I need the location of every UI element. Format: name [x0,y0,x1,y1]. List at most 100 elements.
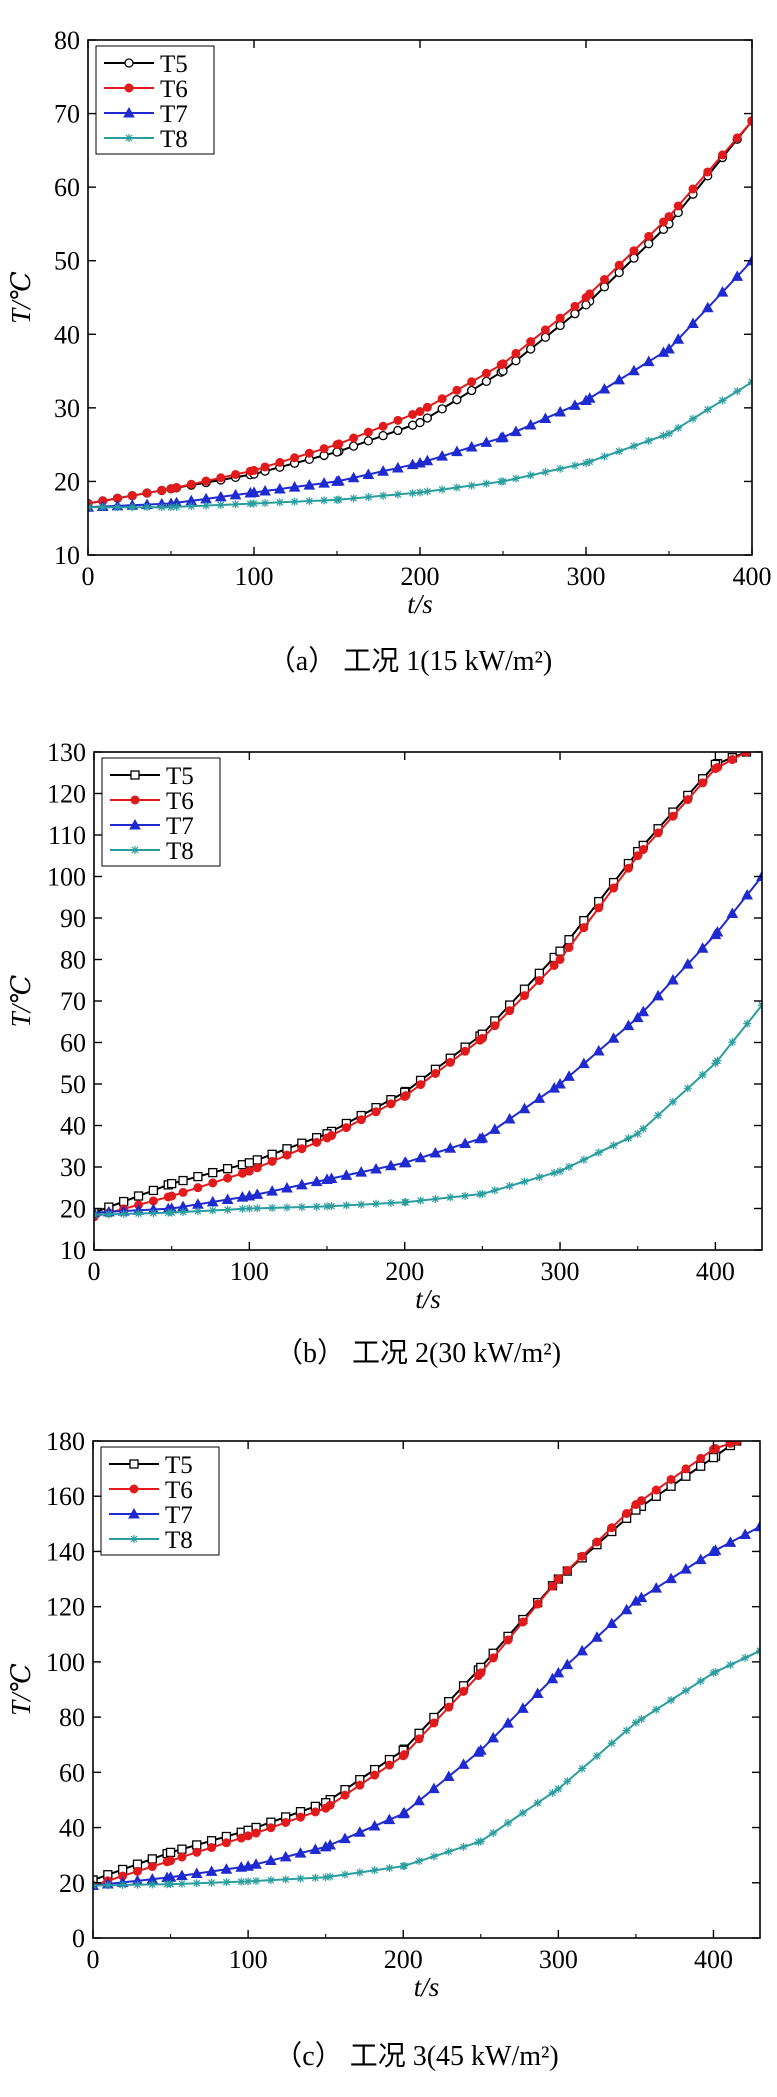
point-t6 [703,167,713,177]
data-point-t7 [754,1520,760,1532]
point-t8 [489,1828,498,1837]
point-t6 [727,755,737,765]
point-t7 [451,445,463,457]
point-t6 [429,1718,439,1728]
data-point-t7 [414,457,426,468]
point-t6 [505,1006,515,1016]
data-point-t7 [474,1744,487,1755]
point-t8 [423,487,432,496]
point-t8 [104,1210,113,1219]
chart-caption: （b） 工况 2(30 kW/m²) [275,1337,561,1369]
data-point-t8 [400,1198,409,1207]
point-t6 [644,231,654,241]
point-t6 [658,217,668,227]
point-t8 [266,1876,275,1885]
point-t7 [309,1843,322,1854]
point-t8 [385,1864,394,1873]
point-t6 [460,1046,470,1056]
point-t6 [414,1734,424,1744]
x-tick-label: 0 [88,1257,101,1286]
point-t8 [415,1857,424,1866]
data-point-t7 [476,1131,489,1143]
point-t8 [674,423,683,432]
point-t5 [526,344,536,354]
data-point-t6 [581,293,591,302]
point-t8 [202,501,211,510]
point-t5 [119,1196,129,1207]
point-t5 [696,1461,706,1471]
point-t6 [275,457,285,467]
point-t8 [511,474,520,483]
point-t5 [570,309,580,319]
point-t7 [266,1185,278,1196]
point-t5 [466,385,477,396]
point-t5 [177,1844,187,1854]
point-t6 [651,1485,661,1495]
point-t7 [680,1563,692,1574]
legend-label-t7: T7 [160,101,188,128]
data-point-t7 [580,394,592,405]
point-t6 [408,409,418,419]
point-t8 [681,1686,690,1695]
x-tick-label: 100 [230,1257,269,1286]
point-t5 [437,404,447,414]
data-point-t6 [476,1668,486,1678]
point-t6 [386,1099,396,1109]
data-point-t7 [331,475,343,486]
point-t8 [355,1868,364,1877]
point-t7 [436,450,448,461]
data-point-t8 [321,1873,330,1882]
point-t6 [370,1770,380,1780]
point-t7 [355,1166,368,1177]
y-tick-label: 10 [60,1236,86,1265]
legend-label-t8: T8 [165,1527,193,1554]
point-t8 [474,1838,483,1847]
point-t8 [320,496,329,505]
legend-marker-t7 [123,106,135,118]
point-t7 [339,1832,351,1844]
data-point-t8 [399,1862,408,1871]
point-t6 [207,1843,217,1853]
point-t5 [252,1155,262,1165]
point-t7 [385,1159,397,1171]
chart-panel-1: 0 100 200 300 4001020304050607080t/sT/℃T5T6T… [6,26,772,677]
point-t6 [208,1178,218,1188]
point-t6 [629,246,639,256]
point-t6 [319,444,329,454]
point-t6 [216,473,226,483]
data-point-t7 [398,1156,411,1168]
data-point-t5 [415,417,425,428]
point-t6 [459,1686,469,1696]
point-t6 [570,301,580,311]
point-t8 [541,468,550,477]
point-t8 [535,1173,544,1182]
point-t7 [605,1617,618,1628]
point-t6 [549,960,559,970]
x-tick-label: 0 [87,1945,100,1974]
data-point-t7 [321,1173,333,1184]
point-t6 [132,1866,142,1876]
point-t8 [118,1881,127,1890]
data-point-t7 [709,928,722,940]
point-t8 [281,1875,290,1884]
x-tick-label: 300 [539,1945,578,1974]
legend-label-t8: T8 [160,126,188,153]
point-t6 [223,1173,233,1183]
point-t6 [444,1702,454,1712]
point-t6 [519,991,529,1001]
point-t6 [252,1163,262,1173]
x-tick-label: 100 [229,1945,268,1974]
point-t6 [683,795,693,805]
point-t7 [696,942,709,953]
y-tick-label: 50 [60,1070,86,1099]
point-t6 [157,485,167,495]
point-t6 [607,1523,617,1533]
legend-marker-t6 [124,83,134,93]
point-t7 [667,973,679,985]
point-t7 [607,1032,620,1043]
point-t7 [701,301,714,313]
point-t7 [503,1112,516,1124]
point-t7 [642,355,655,367]
point-t7 [620,1603,633,1615]
point-t7 [318,477,330,488]
